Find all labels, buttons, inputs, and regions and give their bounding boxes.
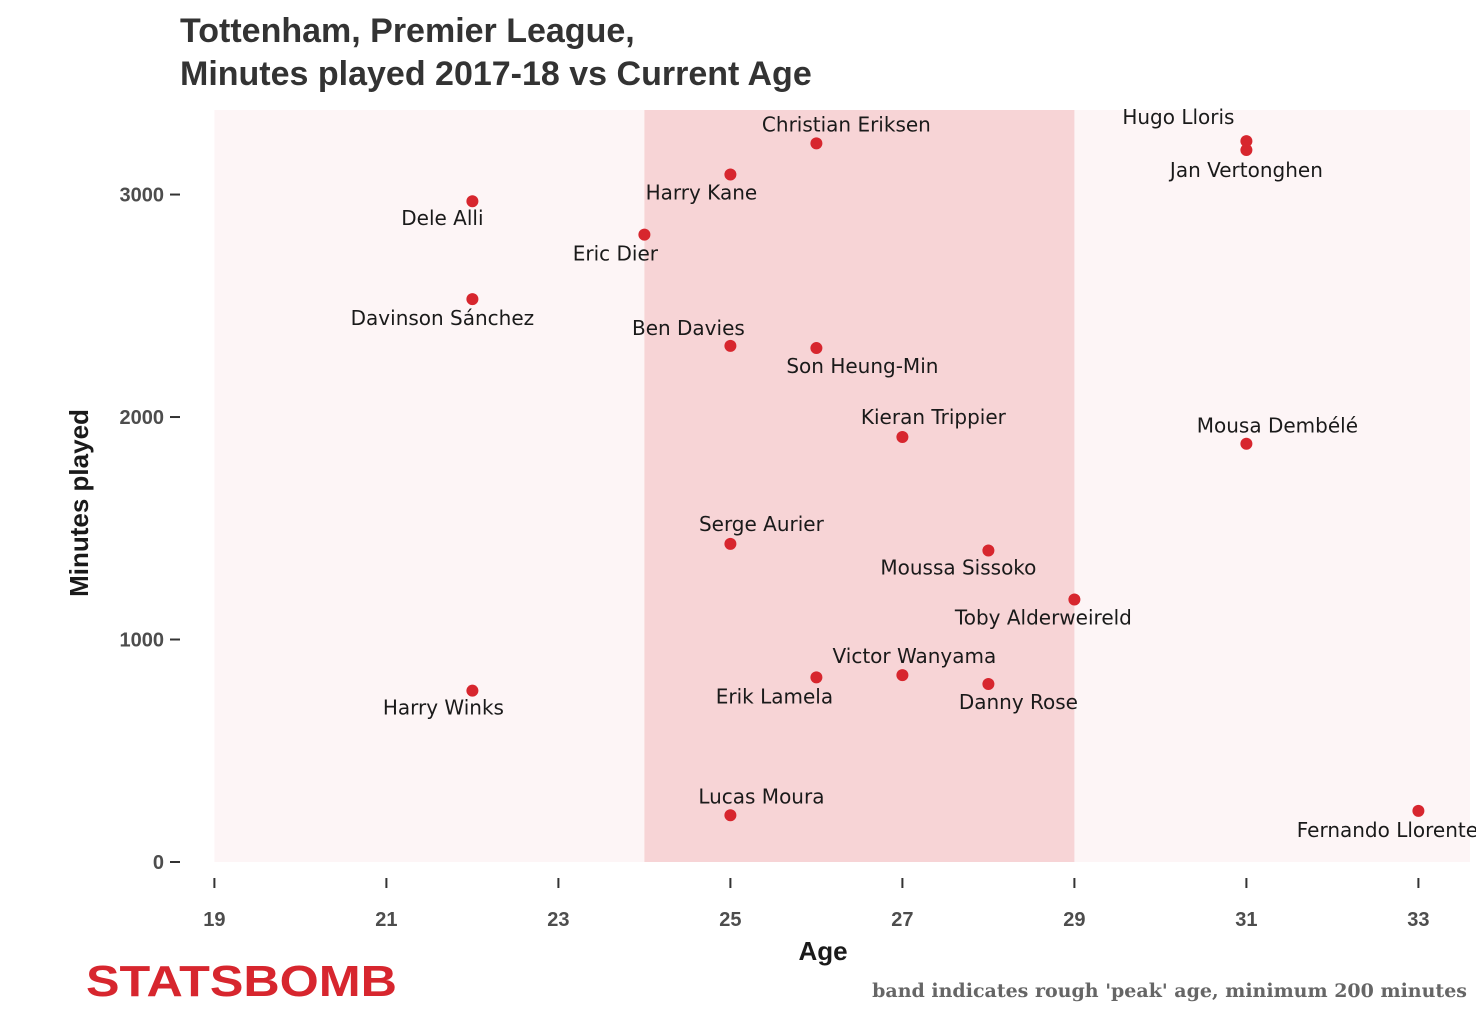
x-tick-label: 29 [1063,909,1085,931]
data-point [466,684,479,697]
x-tick-label: 31 [1235,909,1257,931]
logo-wordmark: STATSBOMB [86,957,397,1006]
y-tick-label: 1000 [120,630,165,652]
data-point [724,339,737,352]
point-label: Harry Winks [383,696,504,720]
statsbomb-logo: STATSBOMB [86,957,397,1006]
point-label: Dele Alli [401,206,483,230]
data-points [466,135,1425,822]
point-label: Kieran Trippier [861,405,1007,429]
x-tick-label: 27 [891,909,913,931]
point-label: Moussa Sissoko [880,556,1036,580]
data-point [896,431,909,444]
point-label: Christian Eriksen [762,112,931,136]
data-point [466,293,479,306]
data-point [724,168,737,181]
x-tick-label: 23 [547,909,569,931]
point-label: Son Heung-Min [786,354,938,378]
x-tick-label: 25 [719,909,741,931]
data-point [810,671,823,684]
point-label: Serge Aurier [699,512,825,536]
y-tick-label: 3000 [120,185,165,207]
y-axis: 0 1000 2000 3000 [120,185,180,874]
x-tick-label: 21 [375,909,397,931]
x-tick-label: 19 [203,909,225,931]
point-label: Lucas Moura [698,784,824,808]
data-point [982,544,995,557]
y-axis-title: Minutes played [64,409,94,597]
point-label: Danny Rose [959,690,1078,714]
point-label: Toby Alderweireld [954,605,1132,629]
data-point [982,678,995,691]
x-tick-label: 33 [1407,909,1429,931]
chart-title-line-2: Minutes played 2017-18 vs Current Age [180,55,812,93]
data-point [638,228,651,241]
data-point [1240,144,1253,157]
data-point [1412,804,1425,817]
data-point [1068,593,1081,606]
peak-age-band [644,110,1075,862]
point-label: Ben Davies [632,316,745,340]
data-point [810,137,823,150]
point-label: Mousa Dembélé [1197,414,1358,438]
data-point [466,195,479,208]
data-point [810,342,823,355]
y-tick-label: 2000 [120,407,165,429]
data-point [896,669,909,682]
point-label: Jan Vertonghen [1168,158,1323,182]
point-label: Victor Wanyama [833,644,997,668]
point-label: Fernando Llorente [1297,818,1476,842]
x-axis: 19 21 23 25 27 29 31 33 [203,878,1430,931]
chart-caption: band indicates rough 'peak' age, minimum… [872,980,1467,1002]
point-label: Harry Kane [646,181,758,205]
y-tick-label: 0 [153,852,164,874]
data-point [1240,437,1253,450]
chart-title-line-1: Tottenham, Premier League, [180,12,635,50]
point-label: Erik Lamela [716,684,833,708]
data-point [724,809,737,822]
point-label: Eric Dier [573,242,659,266]
data-point [1240,135,1253,148]
point-label: Hugo Lloris [1122,105,1234,129]
point-label: Davinson Sánchez [351,306,535,330]
x-axis-title: Age [798,936,847,966]
data-point [724,537,737,550]
point-labels: Christian Eriksen Hugo Lloris Jan Vertongh… [351,105,1476,842]
